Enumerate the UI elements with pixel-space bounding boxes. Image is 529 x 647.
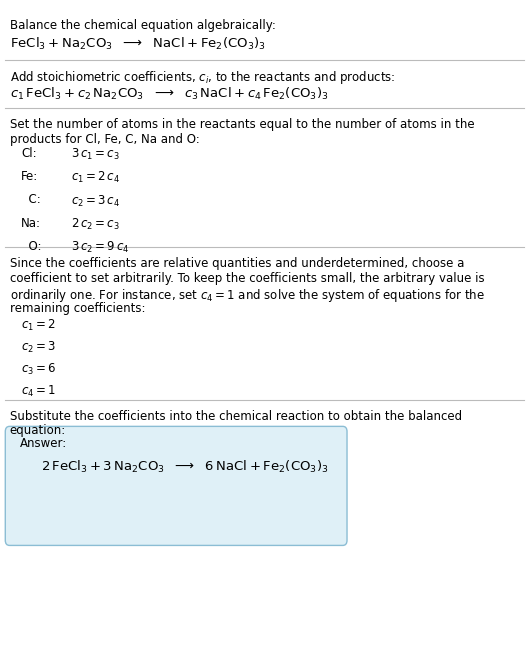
Text: Answer:: Answer: xyxy=(20,437,67,450)
Text: $\mathregular{2\,FeCl_3 + 3\,Na_2CO_3}$  $\mathregular{\longrightarrow}$  $\math: $\mathregular{2\,FeCl_3 + 3\,Na_2CO_3}$ … xyxy=(41,459,329,476)
Text: Substitute the coefficients into the chemical reaction to obtain the balanced: Substitute the coefficients into the che… xyxy=(10,410,462,422)
Text: O:: O: xyxy=(21,240,42,253)
Text: $c_1 = 2\,c_4$: $c_1 = 2\,c_4$ xyxy=(71,170,121,185)
Text: $c_3 = 6$: $c_3 = 6$ xyxy=(21,362,57,377)
Text: equation:: equation: xyxy=(10,424,66,437)
Text: $c_1\,\mathregular{FeCl_3} + c_2\,\mathregular{Na_2CO_3}$  $\mathregular{\longri: $c_1\,\mathregular{FeCl_3} + c_2\,\mathr… xyxy=(10,85,328,102)
Text: Balance the chemical equation algebraically:: Balance the chemical equation algebraica… xyxy=(10,19,276,32)
Text: Set the number of atoms in the reactants equal to the number of atoms in the: Set the number of atoms in the reactants… xyxy=(10,118,474,131)
Text: Na:: Na: xyxy=(21,217,41,230)
Text: remaining coefficients:: remaining coefficients: xyxy=(10,302,145,314)
Text: $c_4 = 1$: $c_4 = 1$ xyxy=(21,384,56,399)
Text: $c_1 = 2$: $c_1 = 2$ xyxy=(21,318,56,333)
Text: $3\,c_1 = c_3$: $3\,c_1 = c_3$ xyxy=(71,147,120,162)
Text: coefficient to set arbitrarily. To keep the coefficients small, the arbitrary va: coefficient to set arbitrarily. To keep … xyxy=(10,272,484,285)
Text: products for Cl, Fe, C, Na and O:: products for Cl, Fe, C, Na and O: xyxy=(10,133,199,146)
Text: C:: C: xyxy=(21,193,41,206)
Text: $c_2 = 3$: $c_2 = 3$ xyxy=(21,340,56,355)
Text: Add stoichiometric coefficients, $c_i$, to the reactants and products:: Add stoichiometric coefficients, $c_i$, … xyxy=(10,69,395,86)
FancyBboxPatch shape xyxy=(5,426,347,545)
Text: $3\,c_2 = 9\,c_4$: $3\,c_2 = 9\,c_4$ xyxy=(71,240,130,255)
Text: Since the coefficients are relative quantities and underdetermined, choose a: Since the coefficients are relative quan… xyxy=(10,257,464,270)
Text: $2\,c_2 = c_3$: $2\,c_2 = c_3$ xyxy=(71,217,120,232)
Text: Fe:: Fe: xyxy=(21,170,39,183)
Text: ordinarily one. For instance, set $c_4 = 1$ and solve the system of equations fo: ordinarily one. For instance, set $c_4 =… xyxy=(10,287,485,303)
Text: Cl:: Cl: xyxy=(21,147,37,160)
Text: $c_2 = 3\,c_4$: $c_2 = 3\,c_4$ xyxy=(71,193,121,208)
Text: $\mathregular{FeCl_3 + Na_2CO_3}$  $\mathregular{\longrightarrow}$  $\mathregula: $\mathregular{FeCl_3 + Na_2CO_3}$ $\math… xyxy=(10,36,266,52)
